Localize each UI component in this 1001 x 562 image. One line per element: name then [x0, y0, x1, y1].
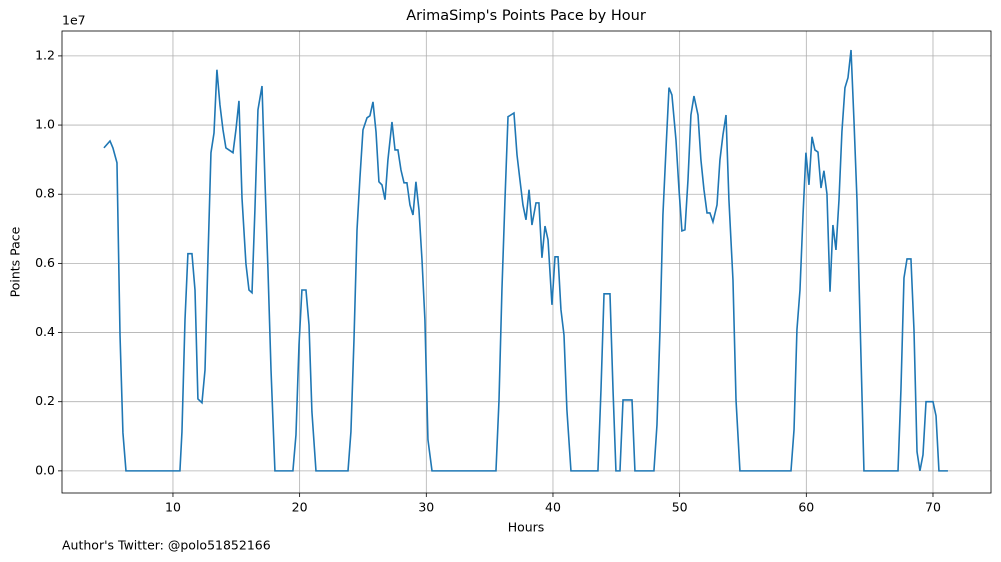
x-tick-label: 40: [545, 500, 561, 515]
x-tick-label: 20: [292, 500, 308, 515]
y-offset-label: 1e7: [62, 13, 86, 28]
y-tick-label: 0.6: [35, 255, 55, 270]
y-tick-label: 1.0: [35, 117, 55, 132]
y-tick-label: 0.0: [35, 462, 55, 477]
data-line: [103, 49, 948, 472]
x-tick-label: 70: [925, 500, 941, 515]
y-tick-label: 0.8: [35, 186, 55, 201]
y-tick-label: 1.2: [35, 47, 55, 62]
x-tick-label: 60: [798, 500, 814, 515]
y-tick-label: 0.4: [35, 324, 55, 339]
y-axis-label: Points Pace: [8, 226, 23, 297]
footnote: Author's Twitter: @polo51852166: [62, 538, 271, 553]
plot-frame: [61, 30, 992, 494]
x-tick-label: 50: [672, 500, 688, 515]
x-tick-label: 10: [165, 500, 181, 515]
x-tick-label: 30: [418, 500, 434, 515]
chart-title: ArimaSimp's Points Pace by Hour: [406, 8, 646, 24]
y-tick-label: 0.2: [35, 393, 55, 408]
x-axis-label: Hours: [508, 520, 545, 535]
